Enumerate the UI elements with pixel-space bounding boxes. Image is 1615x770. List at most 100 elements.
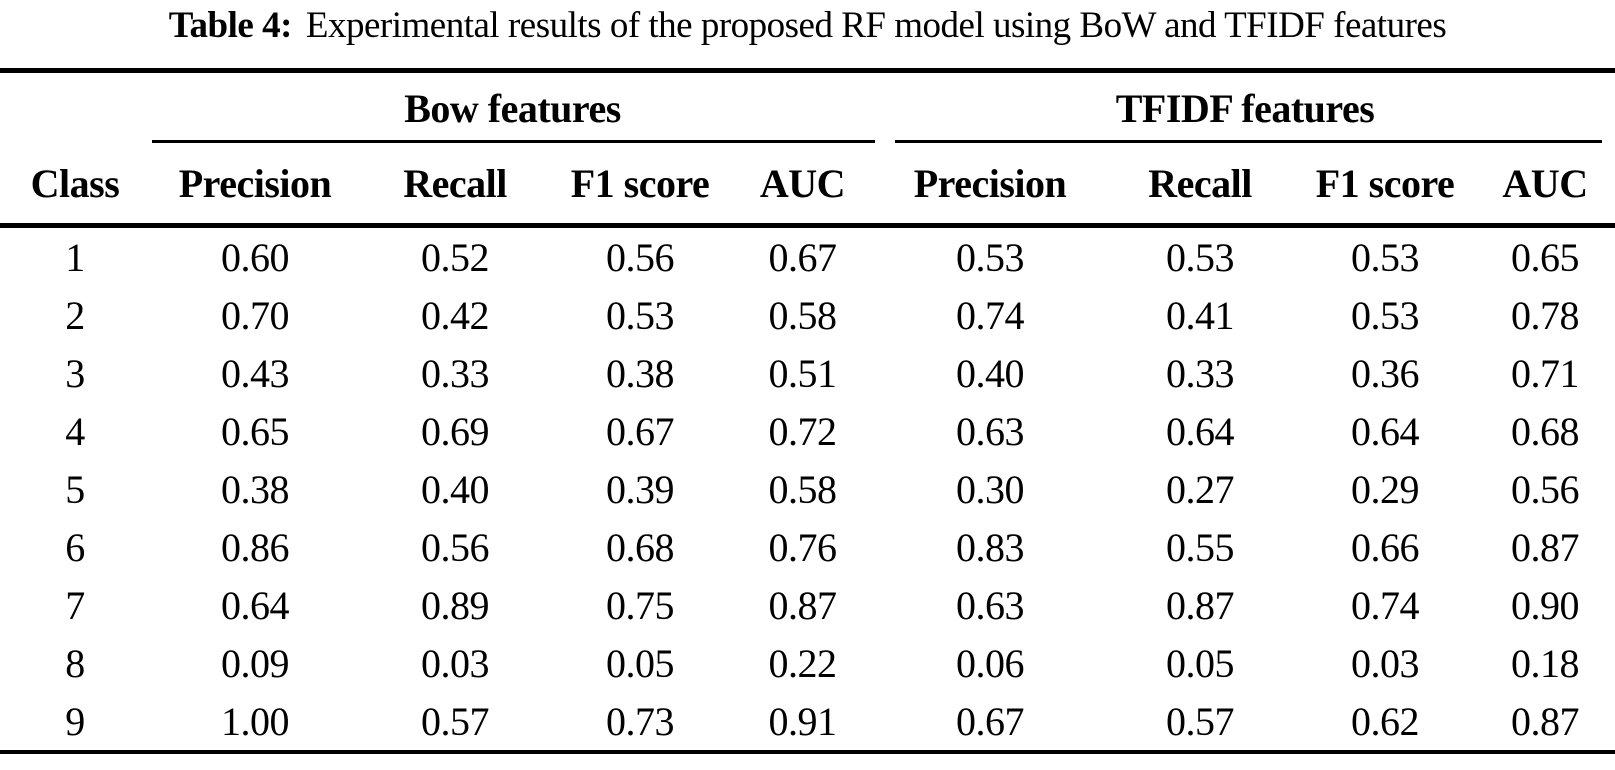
bow-recall-cell: 0.57 xyxy=(421,698,490,744)
bow-f1-cell: 0.53 xyxy=(606,292,675,338)
tfidf-auc-cell: 0.90 xyxy=(1511,582,1580,628)
table-row: 9 1.00 0.57 0.73 0.91 0.67 0.57 0.62 0.87 xyxy=(0,692,1615,752)
bow-recall-cell: 0.56 xyxy=(421,524,490,570)
bow-auc-cell: 0.22 xyxy=(768,640,838,686)
class-cell: 7 xyxy=(65,582,85,628)
tfidf-precision-cell: 0.63 xyxy=(956,408,1025,454)
tfidf-recall-cell: 0.41 xyxy=(1166,292,1235,338)
tfidf-auc-cell: 0.68 xyxy=(1511,408,1580,454)
bow-precision-cell: 0.43 xyxy=(221,350,290,396)
bow-precision-cell: 1.00 xyxy=(221,698,290,744)
tfidf-auc-cell: 0.56 xyxy=(1511,466,1580,512)
table-caption: Table 4: Experimental results of the prop… xyxy=(0,0,1615,64)
class-cell: 1 xyxy=(65,234,85,280)
bow-f1-cell: 0.39 xyxy=(606,466,675,512)
tfidf-recall-cell: 0.87 xyxy=(1166,582,1235,628)
tfidf-recall-cell: 0.55 xyxy=(1166,524,1235,570)
column-header-bow-precision: Precision xyxy=(150,143,360,228)
tfidf-recall-cell: 0.27 xyxy=(1166,466,1235,512)
tfidf-f1-cell: 0.29 xyxy=(1351,466,1420,512)
bow-f1-cell: 0.67 xyxy=(606,408,675,454)
group-header-bow: Bow features xyxy=(150,71,875,144)
tfidf-f1-cell: 0.36 xyxy=(1351,350,1420,396)
bow-precision-cell: 0.86 xyxy=(221,524,290,570)
tfidf-precision-cell: 0.74 xyxy=(956,292,1025,338)
column-header-tfidf-precision: Precision xyxy=(875,143,1105,228)
tfidf-auc-cell: 0.71 xyxy=(1511,350,1580,396)
table-caption-text: Experimental results of the proposed RF … xyxy=(305,5,1447,46)
tfidf-precision-cell: 0.67 xyxy=(956,698,1025,744)
column-header-class: Class xyxy=(0,143,150,228)
class-cell: 5 xyxy=(65,466,85,512)
column-header-tfidf-recall: Recall xyxy=(1105,143,1295,228)
class-cell: 9 xyxy=(65,698,85,744)
tfidf-recall-cell: 0.57 xyxy=(1166,698,1235,744)
tfidf-auc-cell: 0.65 xyxy=(1511,234,1580,280)
bow-recall-cell: 0.03 xyxy=(421,640,490,686)
table-caption-label: Table 4: xyxy=(168,5,293,46)
bow-precision-cell: 0.70 xyxy=(221,292,290,338)
bow-recall-cell: 0.40 xyxy=(421,466,490,512)
tfidf-auc-cell: 0.87 xyxy=(1511,524,1580,570)
tfidf-precision-cell: 0.63 xyxy=(956,582,1025,628)
bow-f1-cell: 0.38 xyxy=(606,350,675,396)
bow-precision-cell: 0.64 xyxy=(221,582,290,628)
tfidf-precision-cell: 0.83 xyxy=(956,524,1025,570)
tfidf-recall-cell: 0.64 xyxy=(1166,408,1235,454)
bow-recall-cell: 0.69 xyxy=(421,408,490,454)
bow-auc-cell: 0.72 xyxy=(768,408,838,454)
tfidf-auc-cell: 0.18 xyxy=(1511,640,1580,686)
tfidf-f1-cell: 0.64 xyxy=(1351,408,1420,454)
bow-auc-cell: 0.58 xyxy=(768,466,838,512)
tfidf-f1-cell: 0.62 xyxy=(1351,698,1420,744)
results-table: Bow features TFIDF features Class Precis… xyxy=(0,68,1615,754)
bow-f1-cell: 0.05 xyxy=(606,640,675,686)
tfidf-precision-cell: 0.40 xyxy=(956,350,1025,396)
tfidf-f1-cell: 0.66 xyxy=(1351,524,1420,570)
bow-auc-cell: 0.87 xyxy=(768,582,838,628)
tfidf-recall-cell: 0.05 xyxy=(1166,640,1235,686)
group-header-tfidf: TFIDF features xyxy=(875,71,1615,144)
class-cell: 3 xyxy=(65,350,85,396)
table-row: 1 0.60 0.52 0.56 0.67 0.53 0.53 0.53 0.65 xyxy=(0,226,1615,287)
tfidf-precision-cell: 0.30 xyxy=(956,466,1025,512)
column-header-tfidf-auc: AUC xyxy=(1475,143,1615,228)
bow-precision-cell: 0.38 xyxy=(221,466,290,512)
bow-recall-cell: 0.42 xyxy=(421,292,490,338)
tfidf-auc-cell: 0.87 xyxy=(1511,698,1580,744)
tfidf-precision-cell: 0.53 xyxy=(956,234,1025,280)
table-body: 1 0.60 0.52 0.56 0.67 0.53 0.53 0.53 0.65 2 0.70 0.… xyxy=(0,226,1615,753)
bow-auc-cell: 0.51 xyxy=(768,350,838,396)
class-cell: 4 xyxy=(65,408,85,454)
table-row: 3 0.43 0.33 0.38 0.51 0.40 0.33 0.36 0.71 xyxy=(0,344,1615,402)
tfidf-f1-cell: 0.03 xyxy=(1351,640,1420,686)
bow-recall-cell: 0.89 xyxy=(421,582,490,628)
column-header-bow-f1: F1 score xyxy=(550,143,730,228)
table-row: 8 0.09 0.03 0.05 0.22 0.06 0.05 0.03 0.18 xyxy=(0,634,1615,692)
class-cell: 2 xyxy=(65,292,85,338)
table-row: 2 0.70 0.42 0.53 0.58 0.74 0.41 0.53 0.78 xyxy=(0,286,1615,344)
tfidf-f1-cell: 0.53 xyxy=(1351,292,1420,338)
bow-recall-cell: 0.52 xyxy=(421,234,490,280)
bow-auc-cell: 0.76 xyxy=(768,524,838,570)
bow-auc-cell: 0.91 xyxy=(768,698,838,744)
tfidf-recall-cell: 0.53 xyxy=(1166,234,1235,280)
class-cell: 8 xyxy=(65,640,85,686)
tfidf-f1-cell: 0.74 xyxy=(1351,582,1420,628)
column-header-row: Class Precision Recall F1 score AUC Prec… xyxy=(0,143,1615,228)
bow-auc-cell: 0.67 xyxy=(768,234,838,280)
table-row: 6 0.86 0.56 0.68 0.76 0.83 0.55 0.66 0.87 xyxy=(0,518,1615,576)
tfidf-precision-cell: 0.06 xyxy=(956,640,1025,686)
table-row: 7 0.64 0.89 0.75 0.87 0.63 0.87 0.74 0.90 xyxy=(0,576,1615,634)
bow-f1-cell: 0.73 xyxy=(606,698,675,744)
bow-f1-cell: 0.68 xyxy=(606,524,675,570)
bow-precision-cell: 0.65 xyxy=(221,408,290,454)
group-header-row: Bow features TFIDF features xyxy=(0,71,1615,144)
tfidf-recall-cell: 0.33 xyxy=(1166,350,1235,396)
corner-cell xyxy=(0,71,150,144)
class-cell: 6 xyxy=(65,524,85,570)
bow-f1-cell: 0.56 xyxy=(606,234,675,280)
column-header-tfidf-f1: F1 score xyxy=(1295,143,1475,228)
tfidf-f1-cell: 0.53 xyxy=(1351,234,1420,280)
